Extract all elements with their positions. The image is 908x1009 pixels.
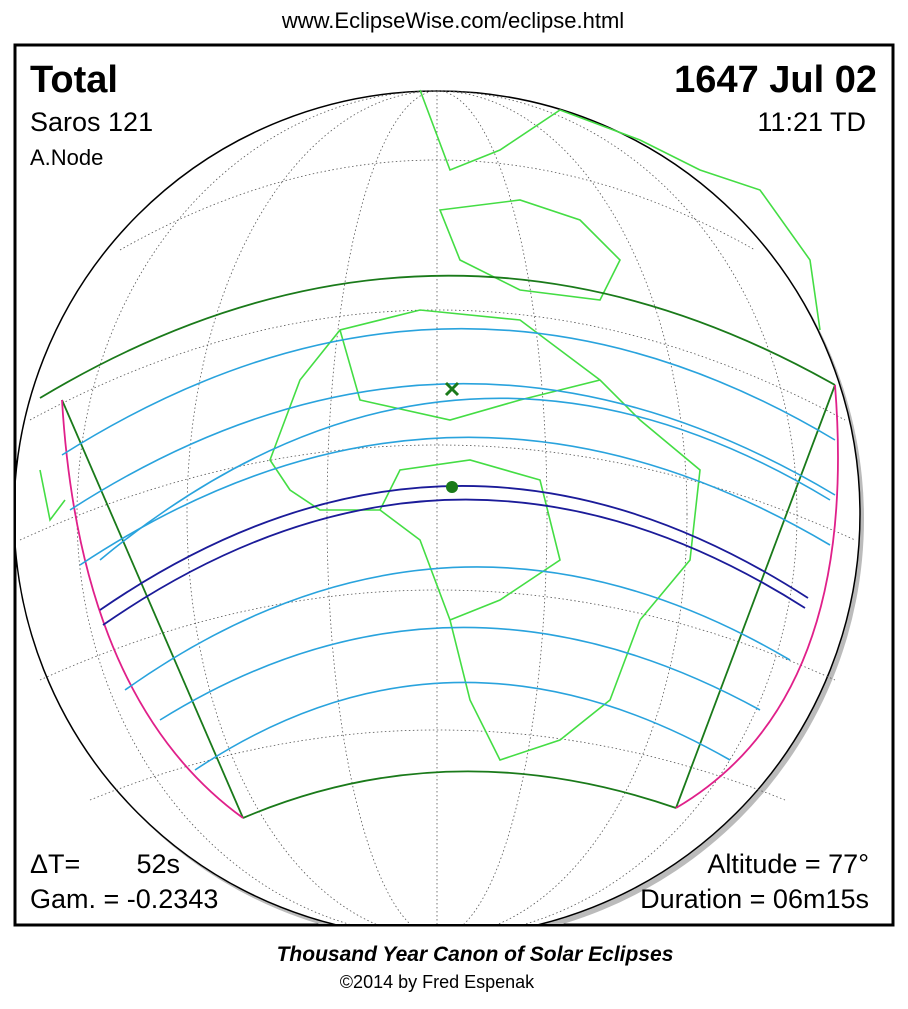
delta-t-value: 52s <box>136 849 180 879</box>
url: www.EclipseWise.com/eclipse.html <box>281 8 624 33</box>
labels: Total Saros 121 A.Node 1647 Jul 02 11:21… <box>30 59 877 914</box>
time: 11:21 TD <box>757 107 866 137</box>
node: A.Node <box>30 145 103 170</box>
eclipse-type: Total <box>30 59 118 101</box>
duration: Duration = 06m15s <box>640 884 869 914</box>
footer-title: Thousand Year Canon of Solar Eclipses <box>277 943 674 966</box>
date: 1647 Jul 02 <box>674 59 877 101</box>
greatest-duration-marker <box>446 481 458 493</box>
gamma: Gam. = -0.2343 <box>30 884 218 914</box>
altitude: Altitude = 77° <box>707 849 869 879</box>
eclipse-path <box>39 274 839 819</box>
land-borders <box>39 89 821 761</box>
globe-disk <box>16 90 861 924</box>
globe <box>16 89 864 924</box>
delta-t-label: ΔT= <box>30 849 80 879</box>
graticule <box>19 90 856 924</box>
footer-credit: ©2014 by Fred Espenak <box>340 972 535 992</box>
saros: Saros 121 <box>30 107 153 137</box>
greatest-eclipse-marker <box>444 381 460 397</box>
